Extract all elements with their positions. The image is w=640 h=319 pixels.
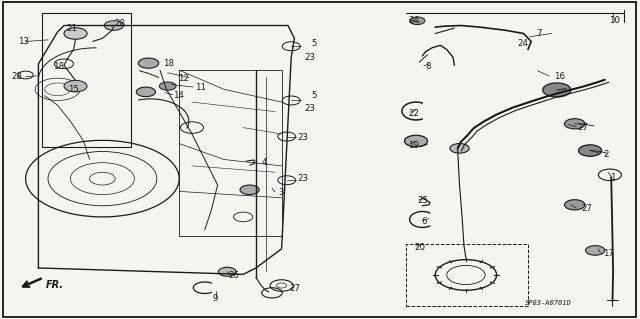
Text: 28: 28 <box>114 19 125 28</box>
Text: 19: 19 <box>408 141 419 150</box>
Text: 7: 7 <box>536 29 542 38</box>
Text: 15: 15 <box>68 85 79 94</box>
Text: 8: 8 <box>426 63 431 71</box>
Text: 27: 27 <box>581 204 592 213</box>
Circle shape <box>218 267 236 276</box>
Text: 27: 27 <box>289 284 300 293</box>
Text: 18: 18 <box>163 59 174 68</box>
Text: 23: 23 <box>305 104 316 113</box>
Text: FR.: FR. <box>46 279 64 290</box>
Circle shape <box>410 17 425 25</box>
Text: 24: 24 <box>408 16 419 25</box>
Text: 22: 22 <box>408 109 419 118</box>
Text: 25: 25 <box>417 197 428 205</box>
Circle shape <box>240 185 259 195</box>
Text: 9: 9 <box>213 294 218 303</box>
Text: SP03-A0701D: SP03-A0701D <box>525 300 572 306</box>
Circle shape <box>543 83 571 97</box>
Text: 26: 26 <box>228 271 239 280</box>
Text: 18: 18 <box>53 63 65 71</box>
Circle shape <box>564 200 585 210</box>
Circle shape <box>579 145 602 156</box>
Text: 23: 23 <box>297 133 308 142</box>
Text: 21: 21 <box>67 24 78 33</box>
Text: 13: 13 <box>18 37 29 46</box>
Circle shape <box>159 82 176 90</box>
Text: 3: 3 <box>278 189 284 197</box>
Circle shape <box>450 144 469 153</box>
Text: 20: 20 <box>415 243 426 252</box>
Text: 2: 2 <box>603 150 609 159</box>
Circle shape <box>404 135 428 147</box>
Circle shape <box>104 21 124 30</box>
Circle shape <box>64 80 87 92</box>
Circle shape <box>64 28 87 39</box>
Circle shape <box>136 87 156 97</box>
Text: 27: 27 <box>577 123 588 132</box>
Circle shape <box>564 119 585 129</box>
Text: 28: 28 <box>12 72 22 81</box>
Text: 14: 14 <box>173 91 184 100</box>
Text: 17: 17 <box>603 249 614 258</box>
Text: 23: 23 <box>297 174 308 183</box>
Text: 16: 16 <box>554 72 564 81</box>
Text: 24: 24 <box>517 39 528 48</box>
Circle shape <box>138 58 159 68</box>
Text: 23: 23 <box>305 53 316 62</box>
Text: 12: 12 <box>178 74 189 83</box>
Text: 11: 11 <box>195 83 206 92</box>
Text: 10: 10 <box>609 16 620 25</box>
Circle shape <box>586 246 605 255</box>
Text: 5: 5 <box>312 39 317 48</box>
Text: 6: 6 <box>421 217 427 226</box>
Text: 5: 5 <box>312 91 317 100</box>
Text: 1: 1 <box>610 173 616 182</box>
Text: 4: 4 <box>261 158 267 167</box>
